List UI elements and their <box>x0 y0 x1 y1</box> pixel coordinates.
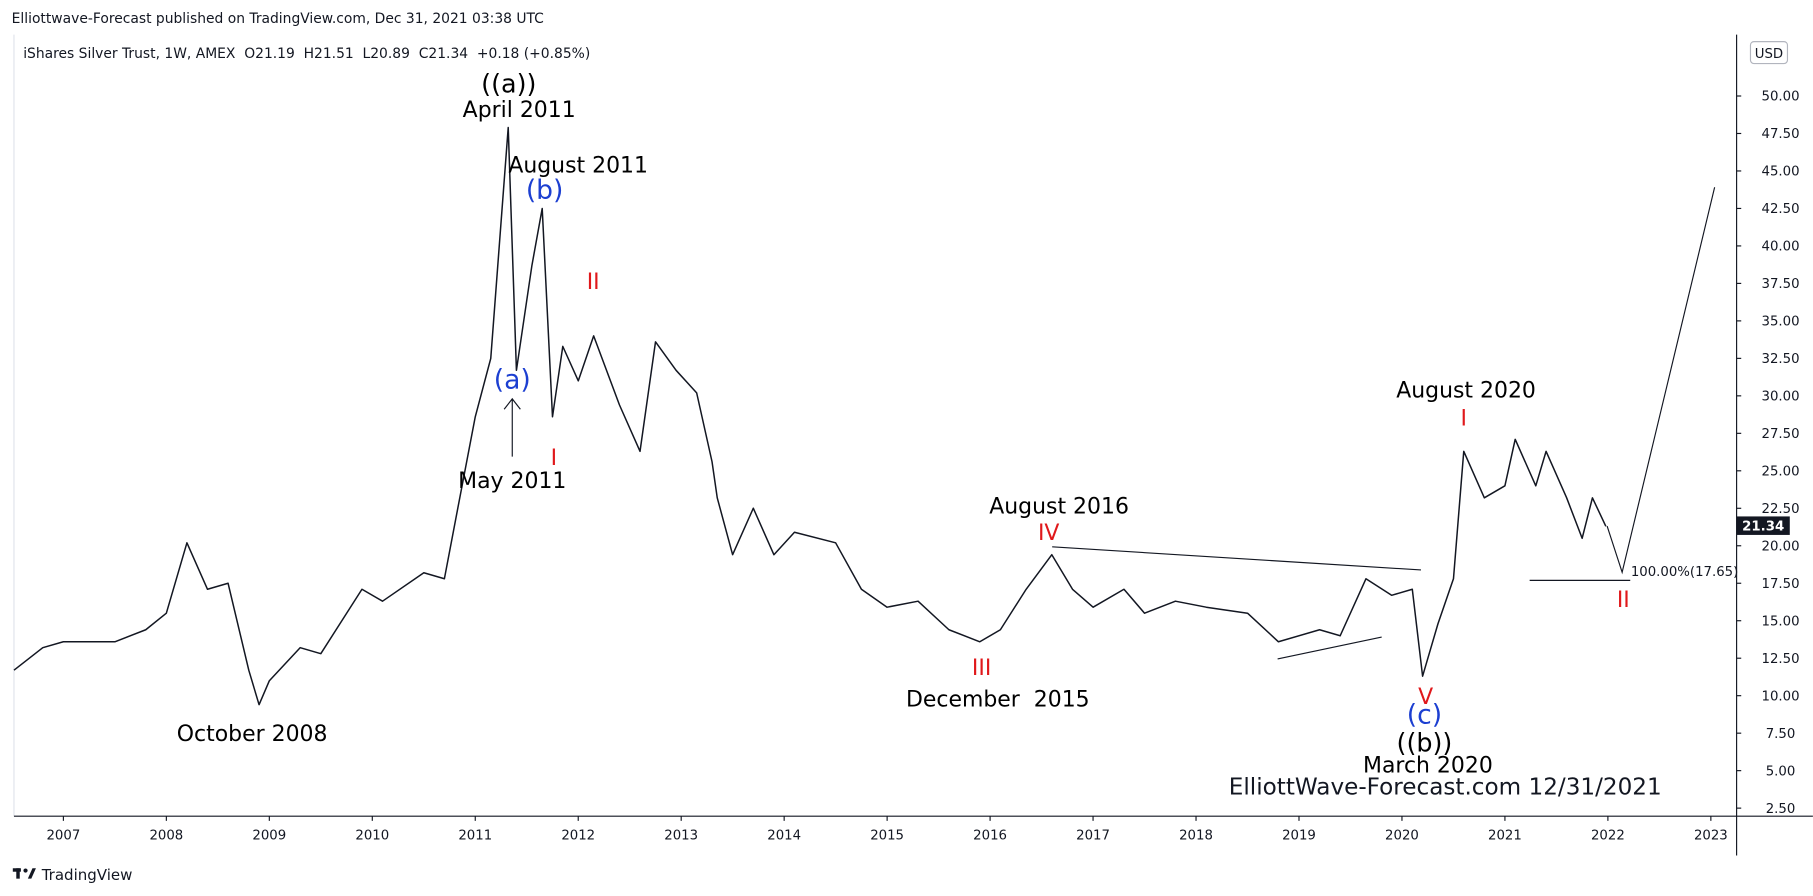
y-tick-label: 47.50 <box>1762 127 1800 142</box>
wave-label: I <box>551 446 557 471</box>
wave-label: ((a)) <box>481 68 536 98</box>
wave-label: (a) <box>494 364 531 395</box>
last-price-box <box>1736 516 1790 535</box>
wave-label: ((b)) <box>1397 727 1453 757</box>
y-tick-label: 27.50 <box>1762 427 1800 442</box>
x-tick-label: 2016 <box>973 828 1007 843</box>
x-tick-label: 2007 <box>46 828 80 843</box>
y-tick-label: 17.50 <box>1762 577 1800 592</box>
y-tick-label: 42.50 <box>1762 202 1800 217</box>
y-tick-label: 45.00 <box>1762 165 1800 180</box>
wave-label: V <box>1418 685 1433 710</box>
x-tick-label: 2020 <box>1385 828 1419 843</box>
x-tick-label: 2010 <box>355 828 389 843</box>
wave-label: IV <box>1038 521 1060 546</box>
wave-label: II <box>1617 588 1630 613</box>
arrow <box>503 397 521 457</box>
y-tick-label: 15.00 <box>1762 614 1800 629</box>
triangle-lower <box>1277 636 1382 660</box>
x-tick-label: 2018 <box>1179 828 1213 843</box>
y-tick-label: 2.50 <box>1766 802 1796 817</box>
y-tick-label: 12.50 <box>1762 652 1800 667</box>
wave-label: October 2008 <box>177 722 328 747</box>
y-tick-label: 35.00 <box>1762 315 1800 330</box>
x-tick-label: 2012 <box>561 828 595 843</box>
y-tick-label: 37.50 <box>1762 277 1800 292</box>
x-tick-label: 2019 <box>1282 828 1316 843</box>
price-line <box>13 126 1607 706</box>
wave-label: II <box>587 270 600 295</box>
x-tick-label: 2015 <box>870 828 904 843</box>
wave-label: (c) <box>1407 700 1442 731</box>
currency[interactable]: USD <box>1755 47 1783 62</box>
x-tick-label: 2009 <box>252 828 286 843</box>
tv-logo <box>12 868 36 879</box>
footer: TradingView <box>41 866 133 884</box>
y-tick-label: 30.00 <box>1762 389 1800 404</box>
projection <box>1606 187 1716 575</box>
triangle-upper <box>1052 546 1422 571</box>
wave-label: 100.00%(17.65) <box>1631 565 1738 580</box>
y-tick-label: 22.50 <box>1762 502 1800 517</box>
currency-box[interactable] <box>1749 41 1789 65</box>
wave-label: III <box>972 656 991 681</box>
y-tick-label: 40.00 <box>1762 240 1800 255</box>
y-tick-label: 20.00 <box>1762 539 1800 554</box>
wave-label: April 2011 <box>463 98 576 123</box>
y-tick-label: 7.50 <box>1766 727 1796 742</box>
watermark: ElliottWave-Forecast.com 12/31/2021 <box>1229 774 1662 800</box>
last-price-label: 21.34 <box>1742 519 1784 534</box>
symbol-line: iShares Silver Trust, 1W, AMEX O21.19 H2… <box>23 46 590 62</box>
x-tick-label: 2011 <box>458 828 492 843</box>
y-tick-label: 25.00 <box>1762 464 1800 479</box>
x-tick-label: 2022 <box>1591 828 1625 843</box>
wave-label: I <box>1461 406 1467 431</box>
x-tick-label: 2017 <box>1076 828 1110 843</box>
y-tick-label: 50.00 <box>1762 90 1800 105</box>
y-tick-label: 32.50 <box>1762 352 1800 367</box>
wave-label: August 2011 <box>508 153 648 178</box>
wave-label: December 2015 <box>906 687 1090 712</box>
header: Elliottwave-Forecast published on Tradin… <box>12 11 544 27</box>
wave-label: (b) <box>526 175 564 206</box>
wave-label: March 2020 <box>1363 753 1493 778</box>
x-tick-label: 2023 <box>1694 828 1728 843</box>
wave-label: May 2011 <box>458 469 566 494</box>
y-tick-label: 10.00 <box>1762 689 1800 704</box>
x-tick-label: 2021 <box>1488 828 1522 843</box>
y-tick-label: 5.00 <box>1766 764 1796 779</box>
x-tick-label: 2014 <box>767 828 801 843</box>
wave-label: August 2020 <box>1396 379 1536 404</box>
x-tick-label: 2008 <box>149 828 183 843</box>
x-tick-label: 2013 <box>664 828 698 843</box>
wave-label: August 2016 <box>989 494 1129 519</box>
